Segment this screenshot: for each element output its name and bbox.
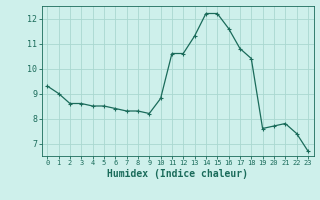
X-axis label: Humidex (Indice chaleur): Humidex (Indice chaleur)	[107, 169, 248, 179]
